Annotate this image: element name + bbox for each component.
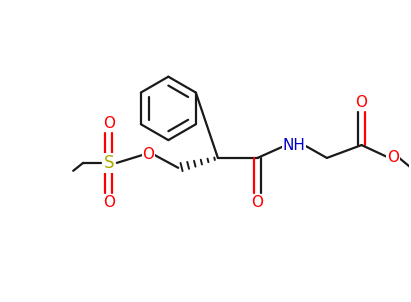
Text: O: O bbox=[252, 195, 263, 210]
Text: O: O bbox=[103, 195, 115, 210]
Text: O: O bbox=[143, 147, 155, 162]
Text: O: O bbox=[387, 150, 399, 165]
Text: NH: NH bbox=[283, 137, 306, 153]
Text: O: O bbox=[356, 95, 367, 110]
Text: S: S bbox=[104, 154, 114, 172]
Text: O: O bbox=[103, 116, 115, 131]
